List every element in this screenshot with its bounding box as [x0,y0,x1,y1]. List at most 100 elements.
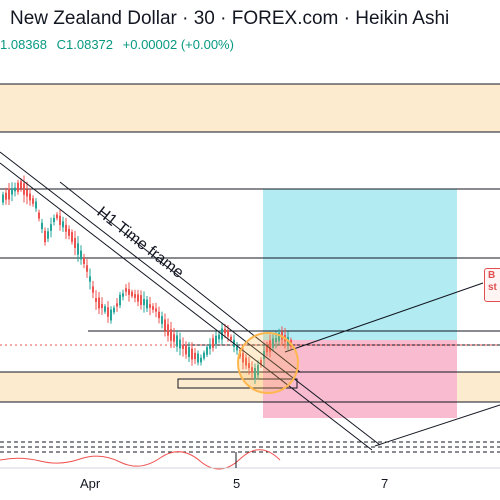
annotation-note-text: B st [488,270,497,293]
candle-body [200,357,202,363]
candle-body [182,345,184,349]
candle-body [68,228,70,236]
candle-body [131,291,133,297]
candle-body [98,297,100,309]
candle-body [275,337,277,343]
candle-body [245,357,247,366]
candle-body [149,304,151,308]
candle-body [206,347,208,355]
candle-body [53,217,55,223]
ohlc-open-value: 1.08368 [0,37,47,52]
candle-body [227,330,229,337]
candle-body [272,338,274,348]
candle-body [50,224,52,231]
candle-body [161,316,163,324]
candle-body [146,299,148,309]
candle-body [44,230,46,243]
candle-body [122,293,124,297]
candle-body [242,352,244,363]
candle-body [134,294,136,298]
candle-body [173,334,175,342]
candle-body [20,181,22,189]
candle-body [254,367,256,380]
candle-body [11,188,13,195]
x-axis-label-5: 5 [233,476,241,491]
candle-body [14,187,16,192]
candle-body [176,335,178,347]
candle-body [71,232,73,242]
candle-body [170,329,172,341]
candle-body [125,288,127,292]
candle-body [236,346,238,351]
candle-body [65,224,67,232]
candle-body [95,298,97,302]
candle-body [5,192,7,200]
candle-body [35,201,37,209]
candle-body [128,289,130,295]
candle-body [56,214,58,219]
ohlc-change-value: +0.00002 (+0.00%) [122,37,234,52]
candle-body [104,306,106,312]
demand-box[interactable] [177,378,298,389]
candle-body [215,335,217,345]
candle-body [191,348,193,360]
candle-body [80,250,82,260]
candle-body [23,183,25,195]
candle-body [185,345,187,355]
candle-body [89,276,91,282]
candle-body [212,338,214,348]
upper-zone [0,84,500,132]
arrow-line-lower [374,404,500,447]
candle-body [74,238,76,248]
candle-body [266,345,268,353]
candle-body [92,286,94,293]
candle-body [62,221,64,228]
candle-body [2,194,4,203]
candle-body [158,311,160,319]
x-axis-label-7: 7 [381,476,389,491]
candle-body [257,364,259,376]
candle-body [260,360,262,365]
candle-body [251,367,253,373]
candle-body [29,193,31,201]
ohlc-readout: 1.08368 C1.08372 +0.00002 (+0.00%) [0,37,240,52]
candle-body [8,188,10,200]
candle-body [143,298,145,306]
trend-channel[interactable] [0,151,381,451]
indicator-dashes [0,441,500,453]
candle-body [17,182,19,192]
candle-body [26,189,28,197]
candle-body [269,340,271,352]
x-axis-label-apr: Apr [80,476,101,491]
candle-body [116,303,118,307]
candle-body [194,352,196,360]
candle-body [59,215,61,225]
candle-body [167,324,169,336]
trend-label: H1 Time frame [94,204,187,282]
candle-body [140,295,142,305]
candle-body [152,306,154,310]
candle-body [188,346,190,358]
candle-body [38,212,40,219]
indicator-wave [0,449,281,470]
highlight-circle [237,332,299,394]
candle-body [110,309,112,321]
annotation-note[interactable]: B st [484,268,500,302]
arrow-line-upper [284,282,484,353]
candle-body [179,339,181,349]
candle-body [113,307,115,313]
candle-body [230,336,232,340]
candle-body [155,308,157,312]
candle-body [218,334,220,340]
candle-body [101,303,103,309]
candle-body [32,198,34,204]
ohlc-close-value: C1.08372 [56,37,114,52]
candle-body [41,222,43,230]
candle-body [248,363,250,369]
candle-body [197,353,199,363]
symbol-title[interactable]: New Zealand Dollar · 30 · FOREX.com · He… [10,8,450,29]
candle-body [278,332,280,342]
candle-body [164,319,166,331]
